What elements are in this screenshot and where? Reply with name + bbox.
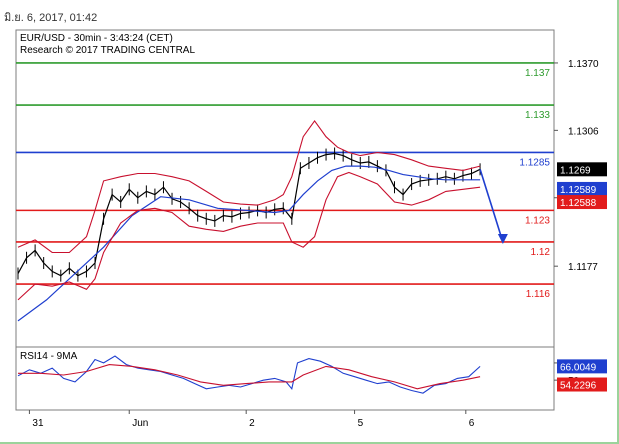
rsi-badge: [557, 359, 607, 374]
rsi-title: RSI14 - 9MA: [20, 351, 78, 362]
rsi-series-ma9: [18, 364, 481, 390]
series-bb-lower: [17, 171, 481, 301]
rsi-badge: [557, 377, 607, 392]
y-tick-label: 1.1306: [568, 126, 599, 137]
levels-layer: 1.137 1.133 1.1285 1.123 1.12 1.116: [16, 62, 554, 300]
price-badge: [557, 195, 607, 210]
price-badges: 1.1269 1.12589 1.12588: [557, 162, 607, 210]
series-ma: [17, 165, 481, 322]
timestamp: มิ.ย. 6, 2017, 01:42: [4, 12, 98, 24]
level-label: 1.123: [525, 215, 550, 226]
x-tick-label: 2: [249, 418, 255, 429]
level-label: 1.1285: [519, 157, 550, 168]
level-label: 1.137: [525, 68, 550, 79]
x-tick-label: 6: [469, 418, 475, 429]
chart-title: EUR/USD - 30min - 3:43:24 (CET): [20, 33, 173, 44]
price-badge-label: 1.12589: [560, 185, 597, 196]
x-tick-label: 31: [32, 418, 44, 429]
price-badge-label: 1.12588: [560, 198, 597, 209]
rsi-badge-label: 66.0049: [560, 362, 597, 373]
projection-arrowhead: [497, 233, 508, 244]
level-label: 1.116: [526, 289, 551, 300]
price-badge-label: 1.1269: [560, 165, 591, 176]
series-projection: [479, 169, 504, 243]
price-badge: [557, 162, 607, 177]
x-axis-ticks: 31 Jun 2 5 6: [28, 410, 475, 429]
series-layer: [17, 119, 508, 322]
y-tick-label: 1.1370: [568, 59, 599, 70]
chart-subtitle: Research © 2017 TRADING CENTRAL: [20, 45, 195, 56]
chart-frame: [15, 29, 555, 411]
x-tick-label: 5: [358, 418, 364, 429]
level-label: 1.133: [525, 110, 550, 121]
price-badge: [557, 181, 607, 196]
rsi-badge-label: 54.2296: [560, 381, 597, 392]
series-bb-upper: [17, 119, 481, 254]
y-tick-label: 1.1177: [568, 262, 598, 273]
level-label: 1.12: [531, 247, 551, 258]
x-tick-label: Jun: [132, 418, 148, 429]
